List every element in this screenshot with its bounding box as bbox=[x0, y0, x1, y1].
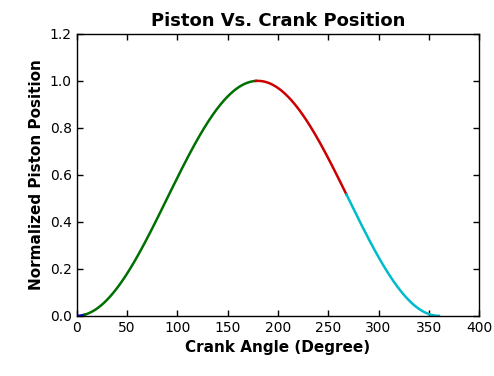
X-axis label: Crank Angle (Degree): Crank Angle (Degree) bbox=[185, 340, 370, 355]
Y-axis label: Normalized Piston Position: Normalized Piston Position bbox=[29, 59, 44, 290]
Title: Piston Vs. Crank Position: Piston Vs. Crank Position bbox=[151, 12, 405, 29]
